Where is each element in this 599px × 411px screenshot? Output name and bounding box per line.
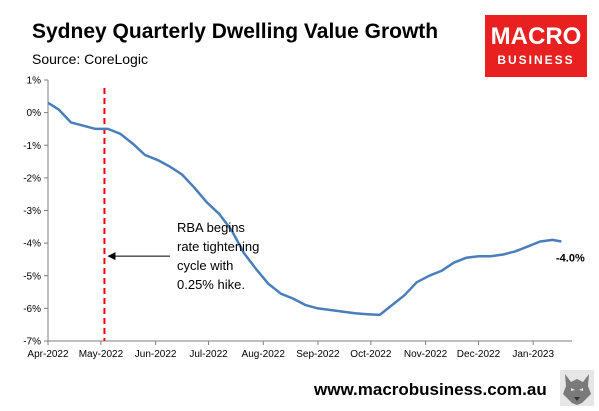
y-tick-label: -4% — [23, 239, 41, 250]
annotation: RBA begins rate tightening cycle with 0.25%… — [107, 220, 585, 292]
x-tick-label: Jun-2022 — [135, 349, 177, 360]
data-series — [47, 101, 562, 317]
website-url: www.macrobusiness.com.au — [314, 380, 547, 399]
annotation-line: rate tightening — [177, 239, 259, 254]
chart-axes — [44, 79, 572, 345]
chart-title: Sydney Quarterly Dwelling Value Growth — [32, 20, 439, 43]
y-tick-label: -5% — [23, 271, 41, 282]
annotation-line: RBA begins — [177, 220, 245, 235]
x-tick-label: Jul-2022 — [189, 349, 228, 360]
y-tick-label: -6% — [23, 304, 41, 315]
logo-line-1: MACRO — [490, 23, 582, 50]
x-tick-label: May-2022 — [79, 349, 124, 360]
y-tick-label: -2% — [23, 173, 41, 184]
annotation-line: cycle with — [177, 258, 233, 273]
x-tick-label: Jan-2023 — [512, 349, 554, 360]
macrobusiness-logo: MACRO BUSINESS — [485, 15, 587, 77]
wolf-logo-icon — [560, 370, 594, 406]
x-tick-label: Sep-2022 — [296, 349, 340, 360]
y-tick-label: 0% — [27, 108, 42, 119]
chart-source: Source: CoreLogic — [32, 51, 148, 67]
y-tick-label: -3% — [23, 206, 41, 217]
x-tick-label: Aug-2022 — [242, 349, 286, 360]
x-tick-label: Oct-2022 — [350, 349, 392, 360]
logo-line-2: BUSINESS — [497, 53, 575, 67]
end-value-label: -4.0% — [556, 252, 585, 264]
series-line — [47, 101, 562, 317]
annotation-line: 0.25% hike. — [177, 277, 245, 292]
x-tick-label: Nov-2022 — [404, 349, 448, 360]
y-tick-label: -1% — [23, 141, 41, 152]
x-tick-labels: Apr-2022 May-2022 Jun-2022 Jul-2022 Aug-2022… — [27, 349, 554, 360]
y-tick-label: -7% — [23, 337, 41, 348]
x-tick-label: Apr-2022 — [27, 349, 69, 360]
annotation-arrow-head — [107, 252, 116, 261]
y-tick-labels: 1% 0% -1% -2% -3% -4% -5% -6% -7% — [23, 76, 41, 348]
x-tick-label: Dec-2022 — [457, 349, 501, 360]
y-tick-label: 1% — [27, 76, 42, 87]
